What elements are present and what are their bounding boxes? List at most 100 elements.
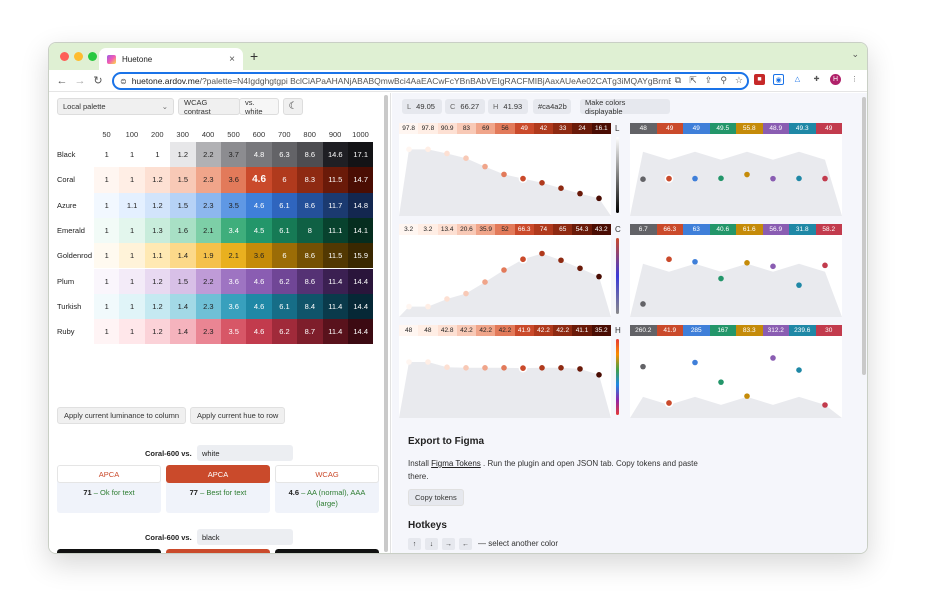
axis-scale-l[interactable]	[616, 137, 619, 213]
coral-value-chip[interactable]: 20.6	[456, 224, 477, 235]
coral-value-chip[interactable]: 42	[533, 123, 554, 134]
hue-value-chip[interactable]: 49	[683, 123, 710, 134]
color-cell[interactable]: 2.1	[221, 243, 247, 269]
color-cell[interactable]: 3.7	[221, 142, 247, 168]
color-cell[interactable]: 8.4	[297, 293, 323, 320]
color-cell[interactable]: 6	[271, 167, 298, 193]
coral-h-chart[interactable]: 48 48 42.8 42.2 42.2 42.2 41.9 42.2 42.2 41.1 35.2	[399, 325, 611, 418]
figma-tokens-link[interactable]: Figma Tokens	[431, 459, 481, 468]
color-cell[interactable]: 2.2	[195, 142, 221, 168]
minimize-window-button[interactable]	[74, 52, 83, 61]
reload-icon[interactable]: ↻	[93, 75, 103, 87]
coral-value-chip[interactable]: 97.8	[418, 123, 438, 134]
color-cell[interactable]: 4.8	[246, 142, 272, 168]
color-cell[interactable]: 14.4	[348, 293, 374, 320]
color-cell[interactable]: 1.2	[144, 192, 171, 218]
color-cell[interactable]: 14.4	[348, 268, 374, 294]
color-cell[interactable]: 1.4	[170, 293, 196, 320]
color-cell[interactable]: 1.5	[170, 167, 196, 193]
color-cell[interactable]: 1.2	[170, 142, 196, 168]
color-cell[interactable]: 1	[94, 217, 120, 244]
coral-value-chip[interactable]: 42.2	[495, 325, 515, 336]
chroma-field[interactable]: C 66.27	[445, 99, 485, 114]
color-cell[interactable]: 1	[119, 167, 145, 193]
color-cell[interactable]: 1	[94, 243, 120, 269]
hue-value-chip[interactable]: 49.3	[789, 123, 816, 134]
lightness-field[interactable]: L 49.05	[402, 99, 442, 114]
contrast-background-select[interactable]: vs. white	[239, 98, 279, 116]
color-cell[interactable]: 2.3	[195, 192, 221, 218]
color-cell[interactable]: 8.6	[297, 243, 323, 269]
coral-value-chip[interactable]: 42.2	[553, 325, 573, 336]
coral-value-chip[interactable]: 90.9	[437, 123, 457, 134]
apply-luminance-button[interactable]: Apply current luminance to column	[57, 407, 187, 424]
row-label[interactable]: Goldenrod	[57, 251, 93, 261]
coral-value-chip[interactable]: 42.2	[456, 325, 477, 336]
color-cell[interactable]: 3.6	[221, 293, 247, 320]
color-cell[interactable]: 1.1	[119, 192, 145, 218]
color-cell[interactable]: 1	[119, 142, 145, 168]
color-cell[interactable]: 4.6	[246, 268, 272, 294]
coral-value-chip[interactable]: 66.3	[514, 224, 534, 235]
color-cell[interactable]: 1	[144, 142, 171, 168]
coral-value-chip[interactable]: 33	[553, 123, 573, 134]
color-cell[interactable]: 3.5	[221, 319, 247, 345]
bookmark-star-icon[interactable]: ☆	[734, 75, 743, 85]
color-cell[interactable]: 11.5	[322, 167, 348, 193]
color-cell[interactable]: 1	[119, 268, 145, 294]
hue-value-chip[interactable]: 312.2	[762, 325, 789, 336]
color-cell[interactable]: 14.6	[322, 142, 348, 168]
hue-value-chip[interactable]: 49.5	[709, 123, 736, 134]
color-cell[interactable]: 11.4	[322, 319, 348, 345]
color-cell[interactable]: 1	[94, 293, 120, 320]
hue-value-chip[interactable]: 55.8	[736, 123, 763, 134]
color-cell[interactable]: 2.3	[195, 319, 221, 345]
coral-value-chip[interactable]: 42.8	[437, 325, 457, 336]
hue-value-chip[interactable]: 40.6	[709, 224, 736, 235]
hue-value-chip[interactable]: 48	[630, 123, 657, 134]
color-cell[interactable]: 1	[94, 192, 120, 218]
extensions-puzzle-icon[interactable]: ✚	[811, 74, 822, 85]
color-cell[interactable]: 8	[297, 217, 323, 244]
coral-value-chip[interactable]: 97.8	[399, 123, 419, 134]
color-cell[interactable]: 8.7	[297, 319, 323, 345]
color-cell[interactable]: 1.5	[170, 192, 196, 218]
color-cell[interactable]: 1	[94, 142, 120, 168]
coral-value-chip[interactable]: 56	[495, 123, 515, 134]
row-label[interactable]: Turkish	[57, 301, 82, 311]
coral-value-chip[interactable]: 48	[418, 325, 438, 336]
site-info-icon[interactable]: ⊜	[120, 76, 127, 86]
color-cell[interactable]: 11.1	[322, 217, 348, 244]
hue-value-chip[interactable]: 58.2	[815, 224, 842, 235]
axis-scale-h[interactable]	[616, 339, 619, 415]
color-cell[interactable]: 6.2	[271, 319, 298, 345]
hues-c-chart[interactable]: 6.7 66.3 63 40.6 61.6 56.9 31.8 58.2	[630, 224, 842, 317]
color-cell[interactable]: 3.4	[221, 217, 247, 244]
hues-h-chart[interactable]: 260.2 41.9 285 167 83.3 312.2 239.6 30	[630, 325, 842, 418]
coral-value-chip[interactable]: 83	[456, 123, 477, 134]
tab-search-icon[interactable]: ⌄	[851, 49, 859, 59]
color-cell[interactable]: 1.4	[170, 319, 196, 345]
hue-value-chip[interactable]: 56.9	[762, 224, 789, 235]
color-cell[interactable]: 1.2	[144, 319, 171, 345]
color-cell[interactable]: 11.4	[322, 268, 348, 294]
hue-field[interactable]: H 41.93	[488, 99, 528, 114]
row-label[interactable]: Black	[57, 150, 76, 159]
color-cell[interactable]: 14.4	[348, 319, 374, 345]
axis-scale-c[interactable]	[616, 238, 619, 314]
contrast-mode-select[interactable]: WCAG contrast	[178, 98, 240, 116]
color-cell[interactable]: 8.6	[297, 142, 323, 168]
row-label[interactable]: Azure	[57, 200, 77, 210]
copy-icon[interactable]: ⧉	[674, 75, 682, 85]
hue-value-chip[interactable]: 66.3	[656, 224, 683, 235]
coral-value-chip[interactable]: 16.1	[591, 123, 611, 134]
hex-field[interactable]: #ca4a2b	[533, 99, 571, 114]
right-scrollbar[interactable]	[862, 97, 866, 375]
color-cell[interactable]: 11.7	[322, 192, 348, 218]
coral-value-chip[interactable]: 13.4	[437, 224, 457, 235]
color-cell[interactable]: 1	[94, 319, 120, 345]
color-cell[interactable]: 4.6	[246, 293, 272, 320]
color-cell[interactable]: 6.1	[271, 217, 298, 244]
coral-value-chip[interactable]: 35.9	[476, 224, 496, 235]
coral-value-chip[interactable]: 74	[533, 224, 554, 235]
